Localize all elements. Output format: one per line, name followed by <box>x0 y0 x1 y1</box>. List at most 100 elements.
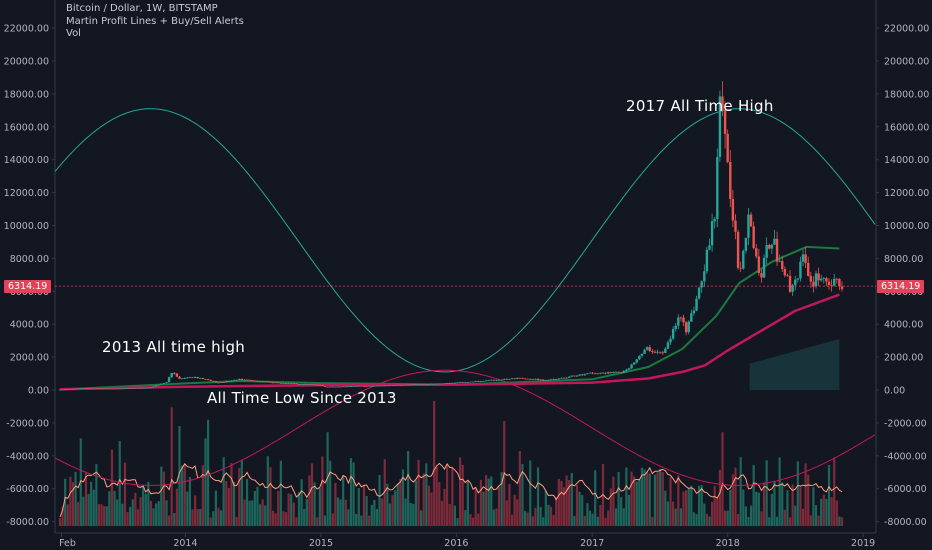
candle-body <box>212 380 215 382</box>
candle-body <box>87 388 90 389</box>
volume-bar <box>484 475 488 526</box>
candle-body <box>165 382 168 384</box>
volume-bar <box>814 505 818 526</box>
volume-bar <box>360 515 363 526</box>
candle-body <box>643 349 646 354</box>
y-tick-label-right: 10000.00 <box>884 221 929 232</box>
volume-bar <box>274 513 277 526</box>
volume-bar <box>336 497 340 526</box>
candle-body <box>490 379 493 381</box>
y-tick-label-right: 22000.00 <box>884 24 929 35</box>
volume-bar <box>827 464 831 526</box>
volume-bar <box>266 456 269 526</box>
candle-body <box>723 110 727 134</box>
candle-body <box>354 386 358 387</box>
candle-body <box>378 385 381 387</box>
volume-bar <box>74 471 77 526</box>
candle-body <box>742 250 745 269</box>
volume-bar <box>375 509 379 526</box>
candle-body <box>136 387 140 389</box>
y-tick-label-left: -8000.00 <box>6 517 49 528</box>
candle-body <box>632 362 636 365</box>
volume-bar <box>323 515 327 526</box>
volume-bar <box>796 461 799 526</box>
volume-bar <box>121 503 124 526</box>
candle-body <box>713 218 716 222</box>
volume-bar <box>685 490 688 526</box>
candle-body <box>89 388 93 390</box>
volume-bar <box>362 484 366 526</box>
candle-body <box>638 355 641 360</box>
volume-bar <box>549 506 553 526</box>
volume-bar <box>258 504 262 526</box>
candle-body <box>401 384 405 386</box>
candle-body <box>105 388 108 390</box>
volume-bar <box>305 499 308 526</box>
volume-bar <box>672 501 675 526</box>
candle-body <box>487 380 490 381</box>
y-tick-label-left: 20000.00 <box>4 57 49 68</box>
volume-bar <box>742 489 745 526</box>
candle-body <box>58 389 62 391</box>
candle-body <box>123 388 127 390</box>
candle-body <box>131 388 134 389</box>
candle-body <box>807 262 810 276</box>
candle-body <box>206 379 210 380</box>
candle-body <box>375 385 379 387</box>
candle-body <box>157 384 160 386</box>
volume-bar <box>531 516 534 526</box>
volume-bar <box>622 508 625 526</box>
volume-bar <box>248 500 251 526</box>
volume-bar <box>674 508 677 526</box>
candle-body <box>687 321 690 333</box>
volume-bar <box>539 507 542 526</box>
candle-body <box>796 278 800 280</box>
volume-bar <box>144 493 147 526</box>
candle-body <box>664 348 667 353</box>
price-tag-right: 6314.19 <box>877 280 925 293</box>
volume-bar <box>801 508 805 526</box>
x-tick-label: 2018 <box>716 538 740 549</box>
candle-body <box>251 380 254 381</box>
volume-bar <box>277 491 280 526</box>
volume-bar <box>287 493 290 526</box>
volume-bar <box>430 492 433 526</box>
y-tick-label-right: 18000.00 <box>884 89 929 100</box>
candle-body <box>290 383 293 384</box>
candle-body <box>414 384 418 385</box>
candle-body <box>217 382 220 384</box>
volume-bar <box>329 460 332 526</box>
candle-body <box>671 329 675 339</box>
volume-bar <box>334 482 337 526</box>
volume-bar <box>157 501 160 526</box>
candle-body <box>505 378 509 380</box>
candle-body <box>71 388 75 390</box>
candle-body <box>303 384 306 385</box>
volume-bar <box>775 516 779 526</box>
candle-body <box>674 325 677 329</box>
volume-bar <box>183 464 186 526</box>
volume-bar <box>181 465 184 526</box>
candle-body <box>653 351 657 353</box>
volume-bar <box>570 472 573 526</box>
candle-body <box>66 389 69 390</box>
volume-bar <box>290 494 293 526</box>
candle-body <box>539 379 542 381</box>
candle-body <box>222 382 225 383</box>
candle-body <box>409 384 412 386</box>
candle-body <box>113 388 116 390</box>
candle-body <box>300 384 303 385</box>
candle-body <box>417 384 420 385</box>
volume-bar <box>245 478 249 526</box>
x-tick-label: 2019 <box>851 538 875 549</box>
volume-bar <box>799 486 802 526</box>
volume-bar <box>100 504 103 526</box>
volume-bar <box>188 477 192 526</box>
candle-body <box>63 389 67 391</box>
volume-bar <box>58 518 62 526</box>
volume-bar <box>555 496 558 526</box>
candle-body <box>466 382 470 383</box>
volume-bar <box>744 506 747 526</box>
volume-bar <box>718 469 721 526</box>
volume-bar <box>162 471 166 526</box>
